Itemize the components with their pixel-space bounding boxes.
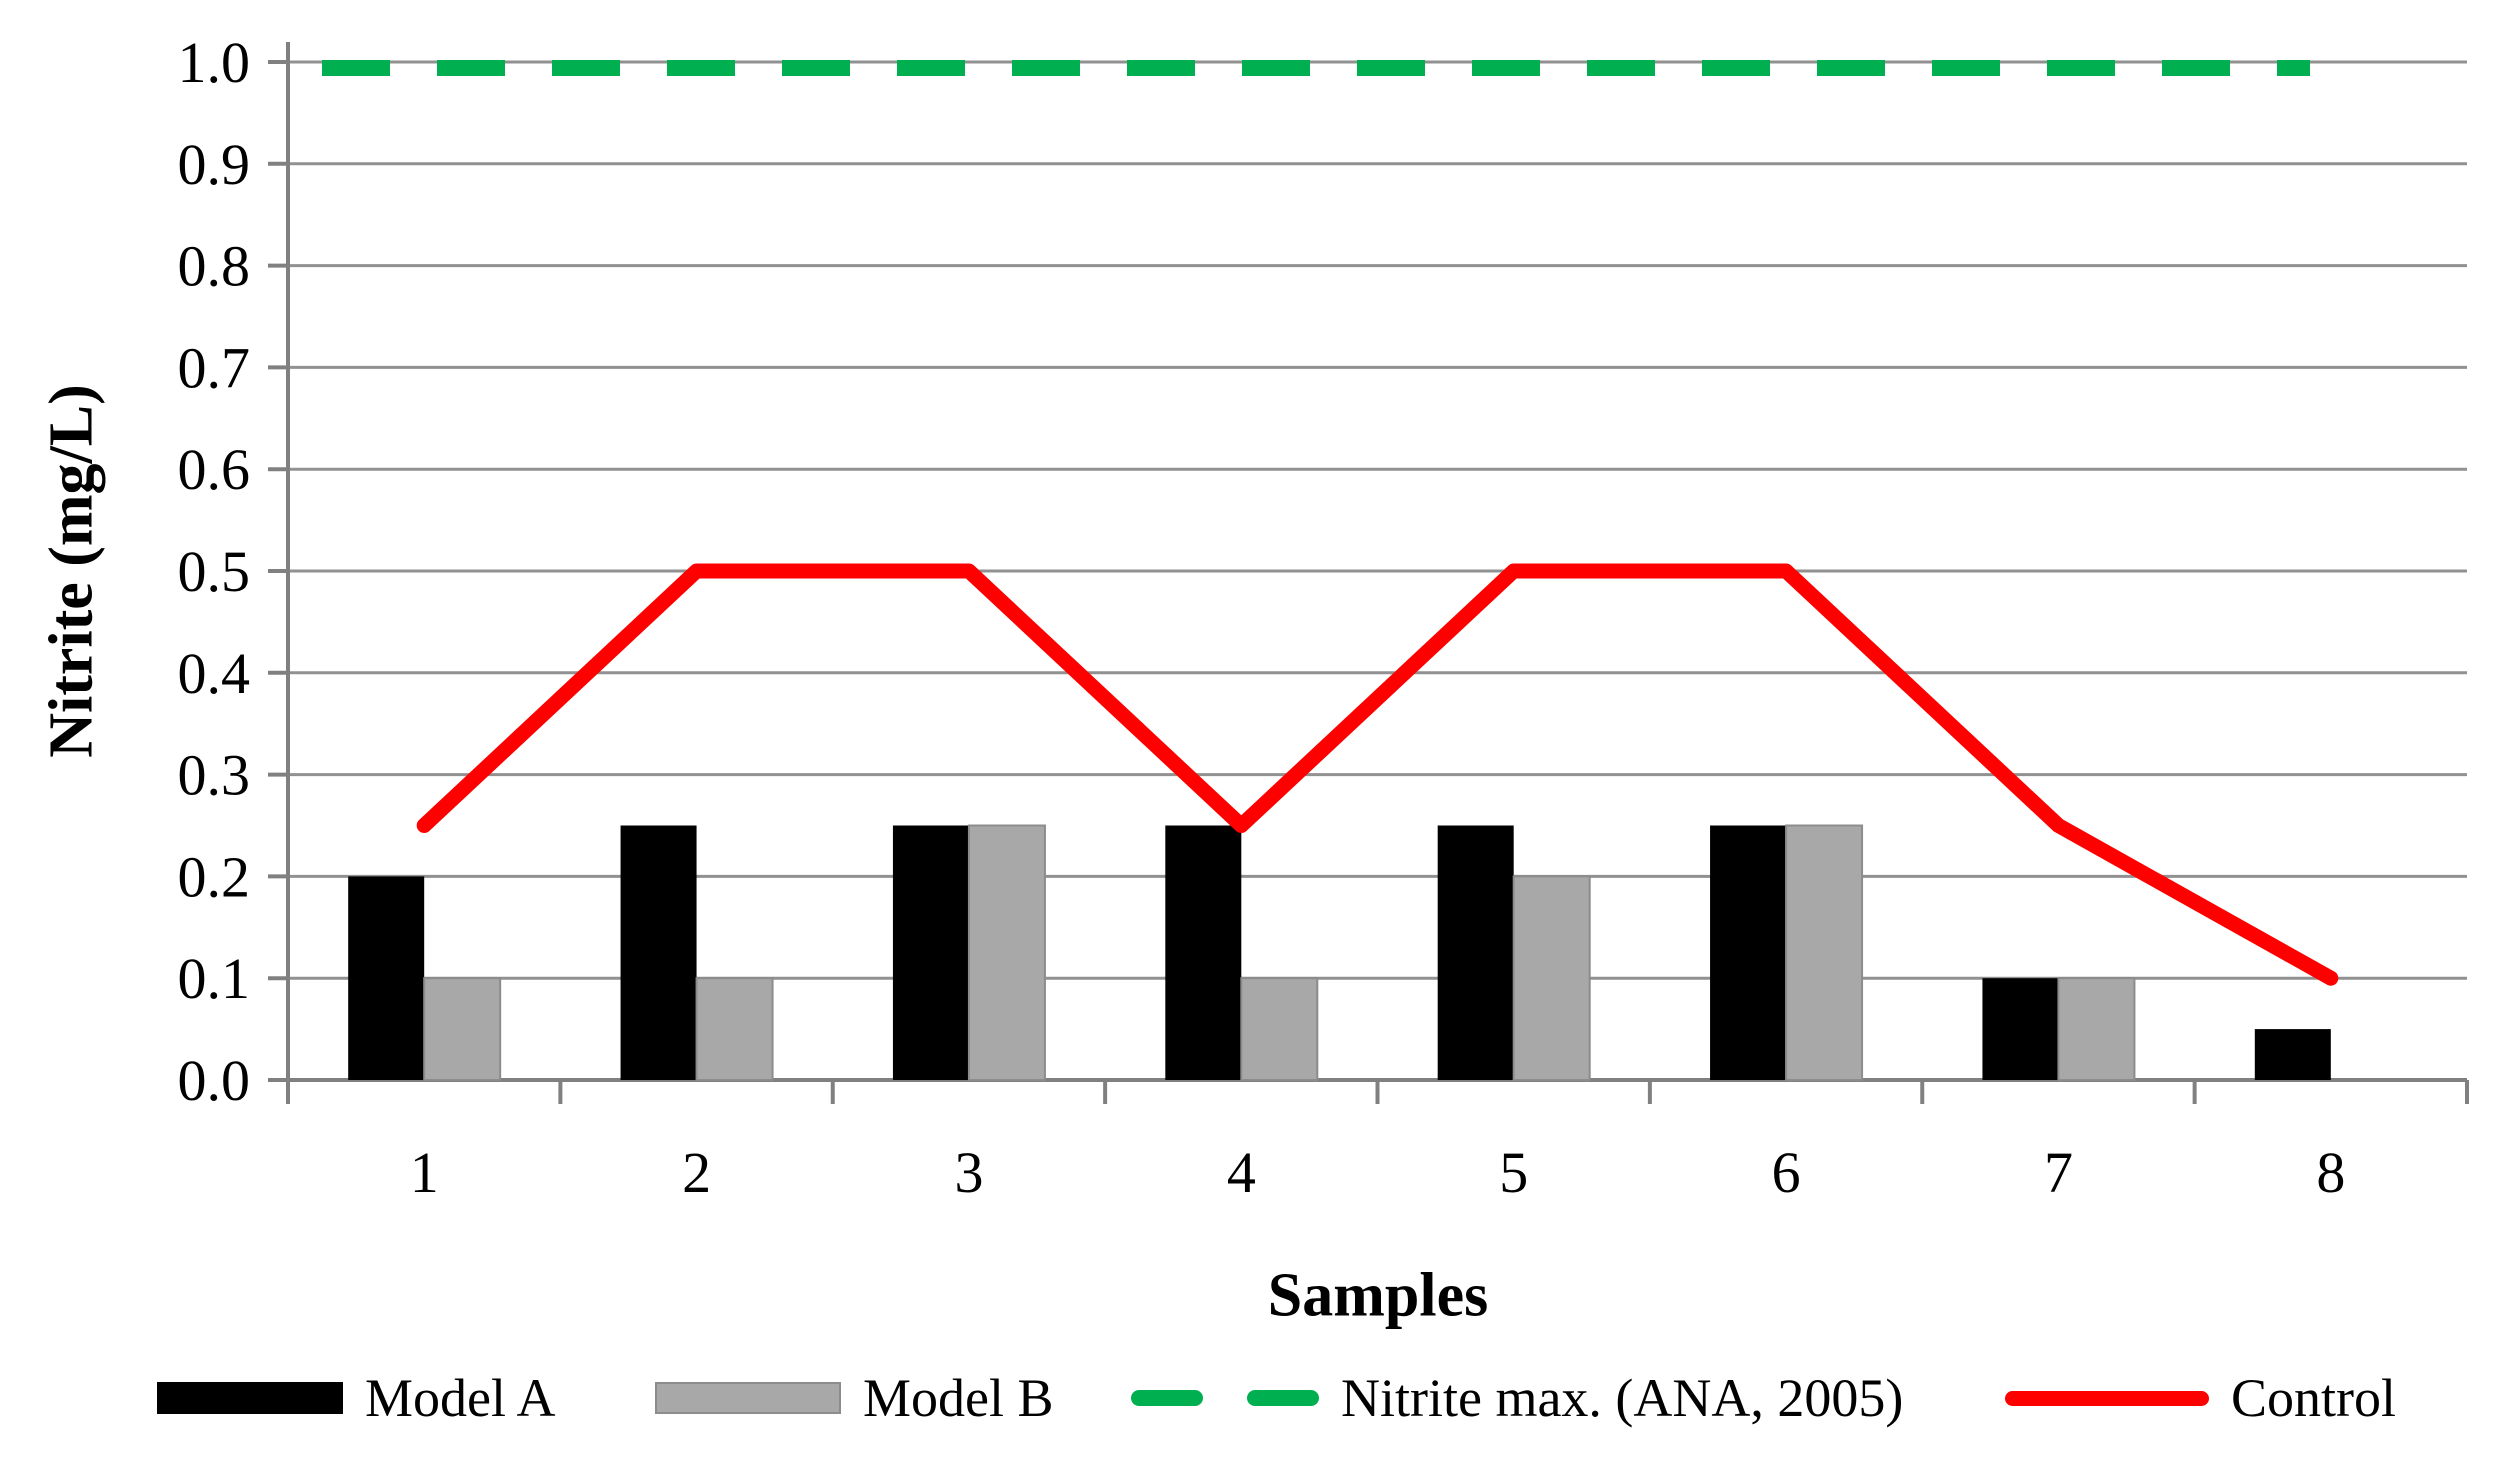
y-axis-title: Nitrite (mg/L) <box>37 384 106 758</box>
bar-model-a-sample-5 <box>1437 825 1514 1080</box>
bar-model-a-sample-7 <box>1982 978 2059 1080</box>
bar-model-a-sample-6 <box>1710 825 1787 1080</box>
x-tick-label: 4 <box>1227 1140 1256 1205</box>
nitrite-max-dash-swatch <box>1131 1390 1319 1406</box>
dash-segment <box>1247 1390 1319 1406</box>
y-tick-label: 0.0 <box>178 1048 251 1113</box>
bar-model-b-sample-6 <box>1785 824 1864 1081</box>
legend-item-control: Control <box>2005 1358 2396 1438</box>
legend-label: Control <box>2231 1368 2397 1428</box>
bar-model-a-sample-4 <box>1165 825 1242 1080</box>
control-line-swatch <box>2005 1390 2209 1406</box>
legend-label: Nitrite max. (ANA, 2005) <box>1341 1368 1904 1428</box>
x-tick-label: 1 <box>410 1140 439 1205</box>
bar-model-a-sample-3 <box>892 825 969 1080</box>
legend-label: Model A <box>365 1368 556 1428</box>
model-a-swatch <box>157 1382 343 1414</box>
y-tick-label: 1.0 <box>178 30 251 95</box>
x-tick-label: 2 <box>682 1140 711 1205</box>
legend-item-nitrite-max-ana-2005-: Nitrite max. (ANA, 2005) <box>1131 1358 1903 1438</box>
legend-item-model-a: Model A <box>157 1358 556 1438</box>
x-axis-title: Samples <box>1267 1261 1489 1330</box>
bar-model-b-sample-3 <box>967 824 1046 1081</box>
y-tick-label: 0.9 <box>178 132 251 197</box>
bar-model-a-sample-8 <box>2254 1029 2331 1080</box>
x-tick-label: 6 <box>1772 1140 1801 1205</box>
bar-model-b-sample-1 <box>423 977 502 1082</box>
y-tick-label: 0.8 <box>178 234 251 299</box>
bar-model-b-sample-2 <box>695 977 774 1082</box>
x-tick-label: 8 <box>2316 1140 2345 1205</box>
model-b-swatch <box>655 1382 841 1414</box>
bar-model-a-sample-2 <box>620 825 697 1080</box>
bar-model-b-sample-7 <box>2057 977 2136 1082</box>
control-line <box>416 563 2339 986</box>
bar-model-b-sample-5 <box>1512 875 1591 1082</box>
y-tick-label: 0.2 <box>178 844 251 909</box>
legend-item-model-b: Model B <box>655 1358 1054 1438</box>
legend: Model A Model B Nitrite max. (ANA, 2005) Co… <box>0 1358 2514 1438</box>
y-tick-label: 0.3 <box>178 743 251 808</box>
y-tick-label: 0.1 <box>178 946 251 1011</box>
y-tick-label: 0.6 <box>178 437 251 502</box>
bar-model-a-sample-1 <box>348 876 425 1080</box>
bar-model-b-sample-4 <box>1240 977 1319 1082</box>
x-tick-label: 7 <box>2044 1140 2073 1205</box>
x-tick-label: 3 <box>954 1140 983 1205</box>
y-tick-label: 0.4 <box>178 641 251 706</box>
dash-segment <box>1131 1390 1203 1406</box>
x-tick-label: 5 <box>1499 1140 1528 1205</box>
y-tick-label: 0.5 <box>178 539 251 604</box>
legend-label: Model B <box>863 1368 1054 1428</box>
y-tick-label: 0.7 <box>178 335 251 400</box>
